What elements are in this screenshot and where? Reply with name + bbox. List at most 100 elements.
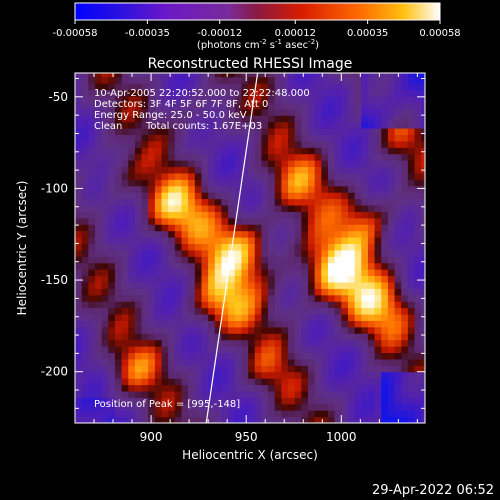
heatmap-cell bbox=[261, 115, 269, 123]
heatmap-cell bbox=[221, 73, 229, 78]
heatmap-cell bbox=[168, 390, 176, 398]
heatmap-cell bbox=[274, 358, 282, 366]
heatmap-cell bbox=[181, 83, 189, 91]
heatmap-cell bbox=[374, 237, 382, 245]
heatmap-cell bbox=[268, 313, 276, 321]
heatmap-cell bbox=[281, 358, 289, 366]
heatmap-cell bbox=[414, 237, 422, 245]
heatmap-cell bbox=[414, 346, 422, 354]
annotation-energy-range: Energy Range: 25.0 - 50.0 keV bbox=[94, 110, 247, 121]
heatmap-cell bbox=[188, 313, 196, 321]
heatmap-cell bbox=[168, 410, 176, 418]
heatmap-cell bbox=[367, 127, 376, 135]
heatmap-cell bbox=[334, 410, 342, 418]
heatmap-cell bbox=[401, 326, 409, 334]
heatmap-cell bbox=[248, 390, 256, 398]
heatmap-cell bbox=[248, 256, 256, 264]
heatmap-cell bbox=[154, 102, 163, 110]
heatmap-cell bbox=[374, 410, 382, 418]
heatmap-cell bbox=[401, 147, 409, 155]
heatmap-cell bbox=[194, 179, 203, 187]
heatmap-cell bbox=[361, 95, 369, 103]
heatmap-cell bbox=[421, 275, 425, 283]
heatmap-cell bbox=[374, 346, 382, 354]
heatmap-cell bbox=[294, 269, 302, 277]
heatmap-cell bbox=[234, 95, 243, 103]
heatmap-cell bbox=[201, 153, 209, 161]
heatmap-cell bbox=[148, 249, 156, 257]
heatmap-cell bbox=[407, 365, 416, 373]
heatmap-cell bbox=[354, 153, 362, 161]
heatmap-cell bbox=[121, 339, 129, 347]
heatmap-cell bbox=[394, 307, 402, 315]
heatmap-cell bbox=[421, 256, 425, 264]
heatmap-cell bbox=[141, 198, 149, 206]
heatmap-cell bbox=[201, 127, 209, 135]
heatmap-cell bbox=[228, 134, 236, 142]
heatmap-cell bbox=[414, 89, 422, 97]
heatmap-cell bbox=[308, 397, 316, 405]
heatmap-cell bbox=[261, 313, 269, 321]
heatmap-cell bbox=[148, 73, 156, 78]
heatmap-cell bbox=[288, 243, 296, 251]
heatmap-cell bbox=[407, 301, 416, 309]
heatmap-cell bbox=[141, 108, 149, 116]
heatmap-cell bbox=[261, 262, 269, 270]
heatmap-cell bbox=[201, 403, 209, 411]
heatmap-cell bbox=[228, 410, 236, 418]
heatmap-cell bbox=[288, 410, 296, 418]
heatmap-cell bbox=[294, 416, 302, 423]
heatmap-cell bbox=[361, 185, 369, 193]
heatmap-cell bbox=[327, 76, 336, 84]
heatmap-cell bbox=[261, 307, 269, 315]
heatmap-cell bbox=[268, 384, 276, 392]
heatmap-cell bbox=[327, 416, 336, 423]
heatmap-cell bbox=[181, 204, 189, 212]
heatmap-cell bbox=[234, 73, 243, 78]
heatmap-cell bbox=[288, 307, 296, 315]
heatmap-cell bbox=[274, 313, 282, 321]
heatmap-cell bbox=[128, 172, 136, 180]
heatmap-cell bbox=[394, 127, 402, 135]
heatmap-cell bbox=[241, 262, 249, 270]
heatmap-cell bbox=[394, 249, 402, 257]
heatmap-cell bbox=[381, 134, 389, 142]
heatmap-cell bbox=[201, 390, 209, 398]
heatmap-cell bbox=[314, 333, 322, 341]
heatmap-cell bbox=[294, 185, 302, 193]
colorbar: -0.00058 -0.00035 -0.00012 0.00012 0.00035 0.… bbox=[53, 2, 461, 51]
heatmap-cell bbox=[268, 237, 276, 245]
heatmap-cell bbox=[354, 384, 362, 392]
heatmap-cell bbox=[234, 134, 243, 142]
heatmap-cell bbox=[221, 147, 229, 155]
heatmap-cell bbox=[347, 378, 356, 386]
heatmap-cell bbox=[81, 313, 89, 321]
heatmap-cell bbox=[148, 166, 156, 174]
heatmap-cell bbox=[101, 185, 109, 193]
heatmap-cell bbox=[261, 333, 269, 341]
heatmap-cell bbox=[174, 224, 183, 232]
heatmap-cell bbox=[347, 160, 356, 168]
heatmap-cell bbox=[214, 403, 223, 411]
heatmap-cell bbox=[314, 346, 322, 354]
heatmap-cell bbox=[108, 288, 116, 296]
heatmap-cell bbox=[154, 224, 163, 232]
heatmap-cell bbox=[75, 224, 83, 232]
heatmap-cell bbox=[168, 256, 176, 264]
heatmap-cell bbox=[341, 160, 349, 168]
heatmap-cell bbox=[228, 333, 236, 341]
heatmap-cell bbox=[347, 365, 356, 373]
heatmap-cell bbox=[214, 243, 223, 251]
heatmap-cell bbox=[327, 192, 336, 200]
heatmap-cell bbox=[161, 230, 169, 238]
heatmap-cell bbox=[274, 281, 282, 289]
heatmap-cell bbox=[374, 108, 382, 116]
heatmap-cell bbox=[148, 262, 156, 270]
heatmap-cell bbox=[94, 256, 103, 264]
heatmap-cell bbox=[361, 397, 369, 405]
heatmap-cell bbox=[281, 390, 289, 398]
heatmap-cell bbox=[161, 403, 169, 411]
heatmap-cell bbox=[121, 416, 129, 423]
heatmap-cell bbox=[414, 185, 422, 193]
heatmap-cell bbox=[394, 102, 402, 110]
